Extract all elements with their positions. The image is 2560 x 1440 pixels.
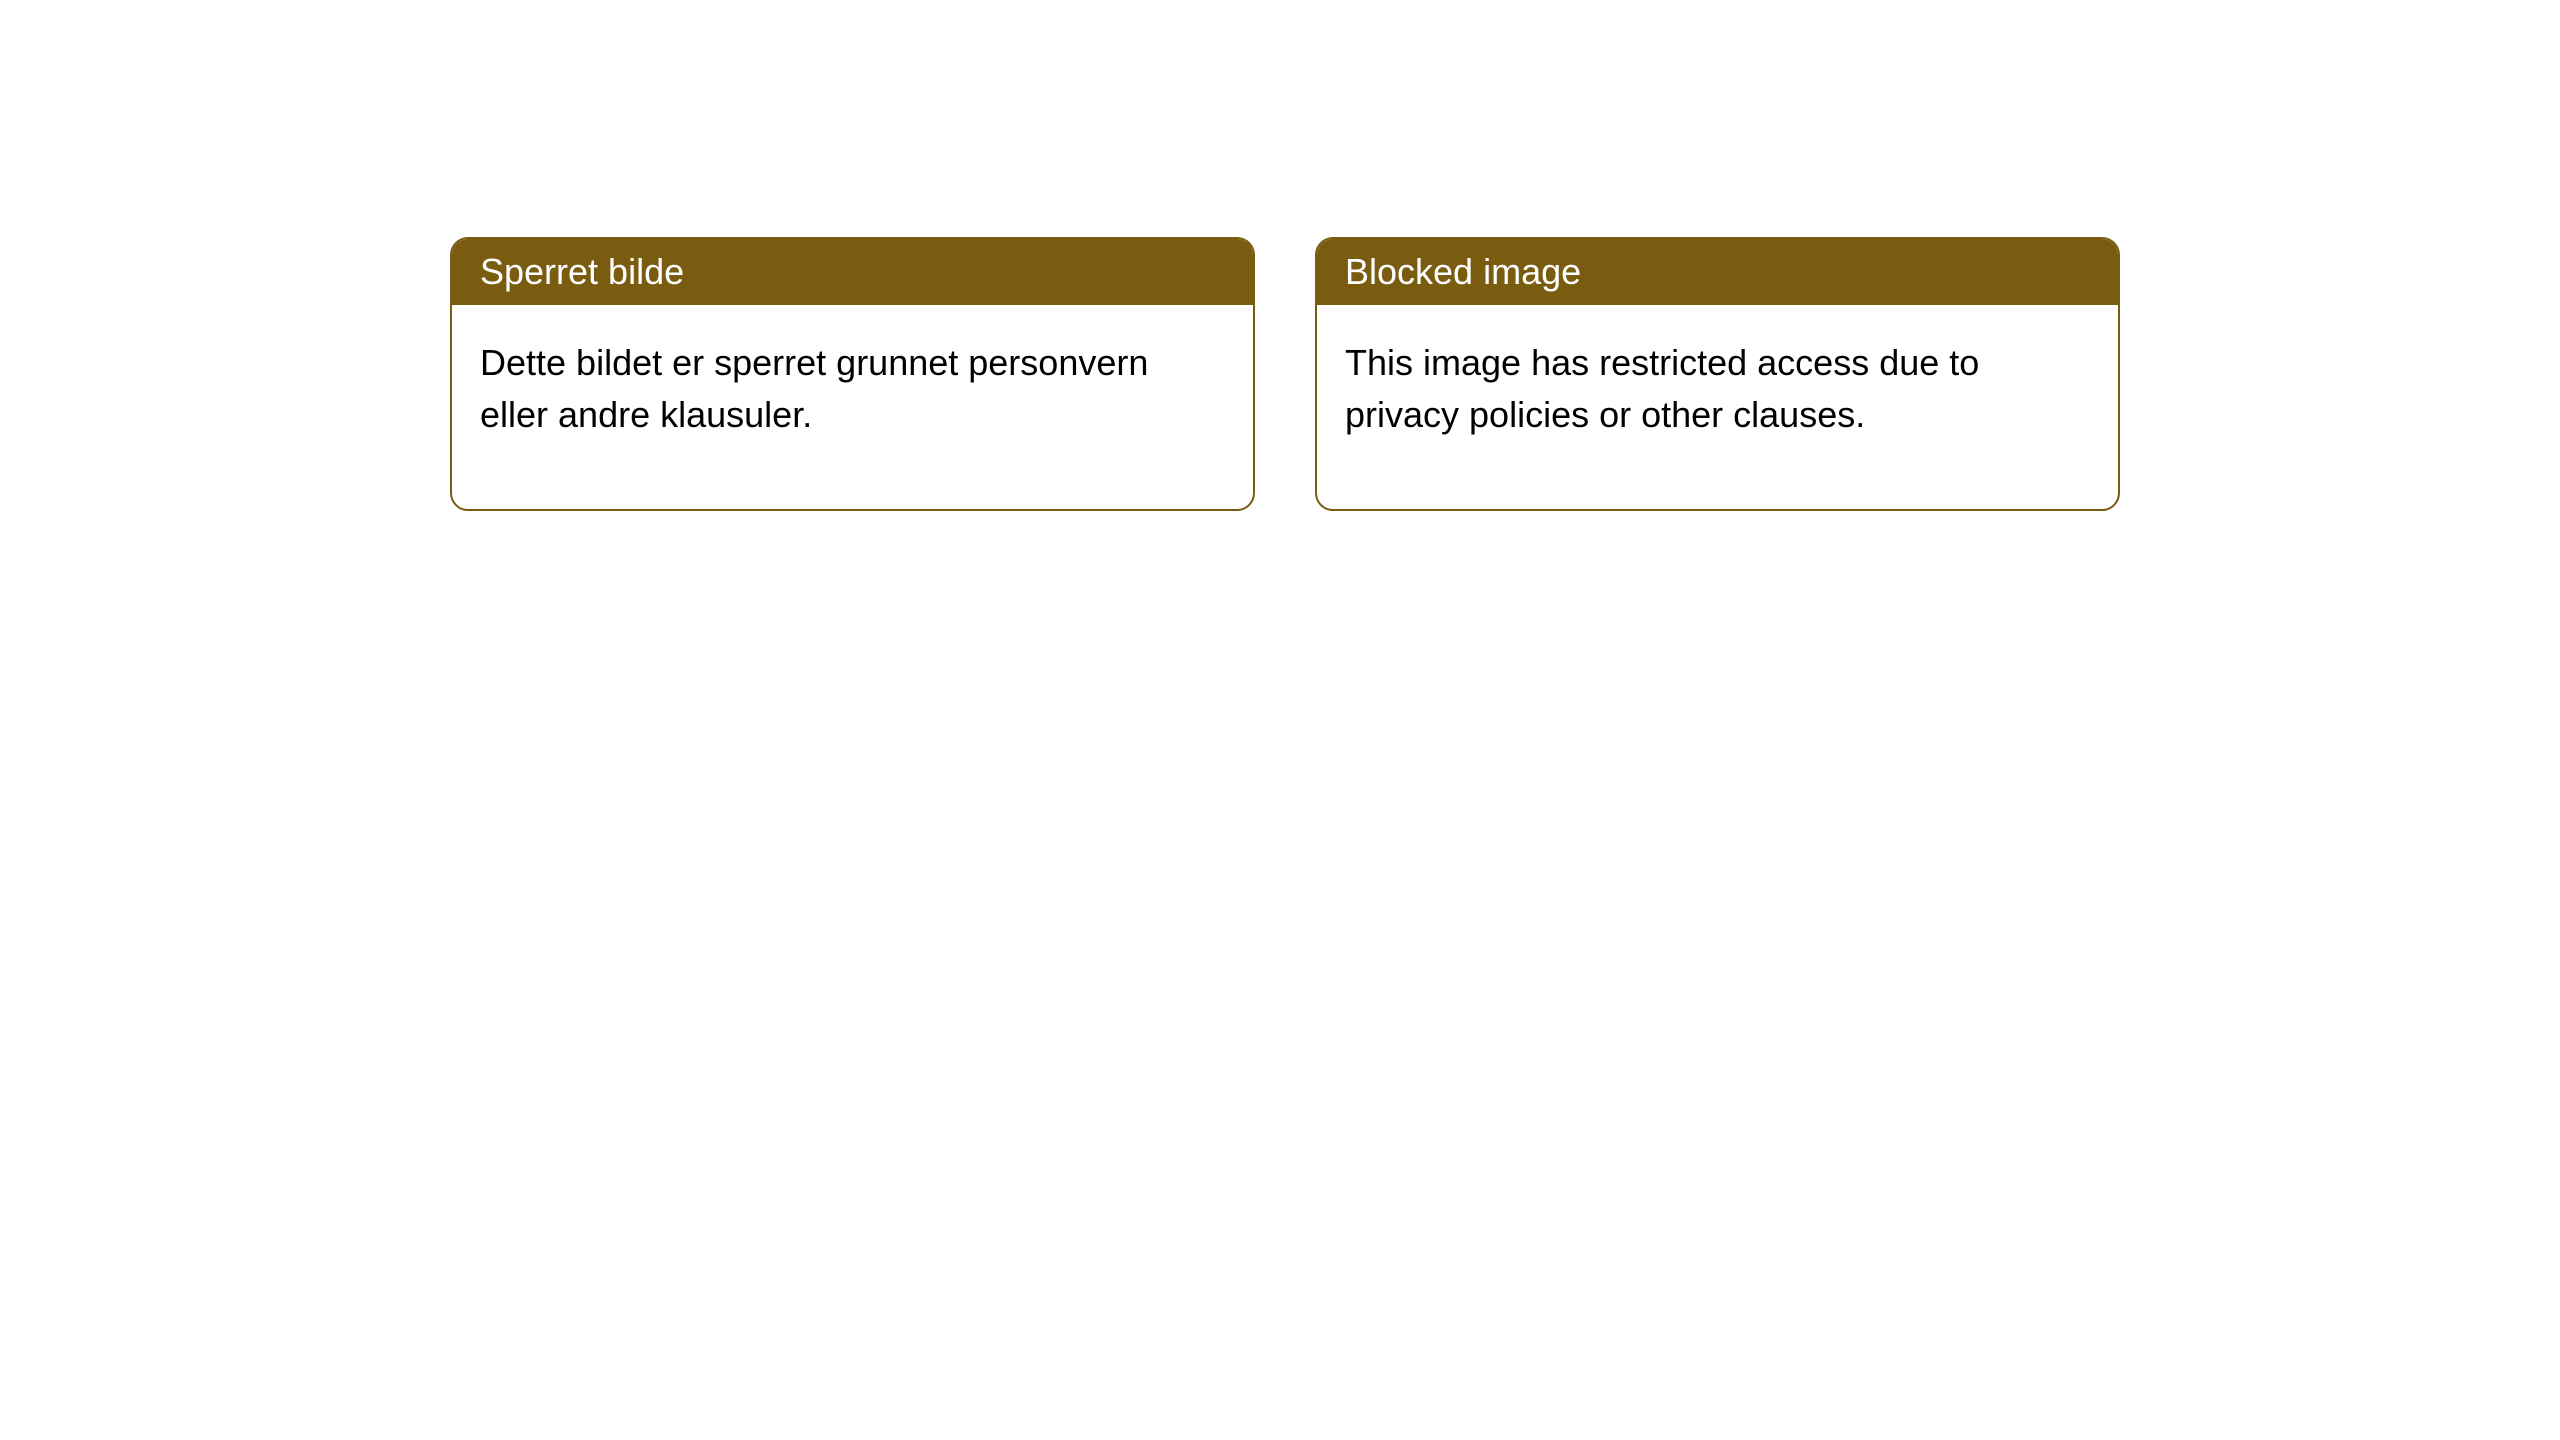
blocked-image-cards: Sperret bilde Dette bildet er sperret gr… <box>450 237 2120 511</box>
card-title-no: Sperret bilde <box>480 251 684 292</box>
card-title-en: Blocked image <box>1345 251 1581 292</box>
card-body-en: This image has restricted access due to … <box>1317 305 2118 509</box>
card-message-no: Dette bildet er sperret grunnet personve… <box>480 342 1148 435</box>
card-header-en: Blocked image <box>1317 239 2118 305</box>
card-header-no: Sperret bilde <box>452 239 1253 305</box>
card-message-en: This image has restricted access due to … <box>1345 342 1979 435</box>
card-body-no: Dette bildet er sperret grunnet personve… <box>452 305 1253 509</box>
blocked-image-card-en: Blocked image This image has restricted … <box>1315 237 2120 511</box>
blocked-image-card-no: Sperret bilde Dette bildet er sperret gr… <box>450 237 1255 511</box>
